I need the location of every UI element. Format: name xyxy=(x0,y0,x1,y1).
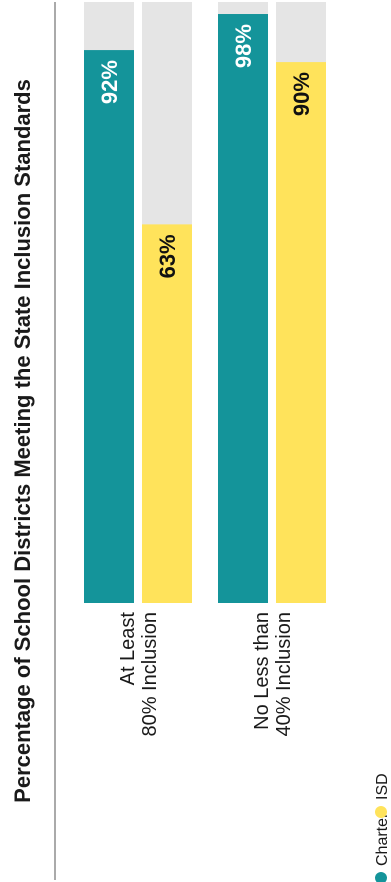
category-label-line1-1: At Least xyxy=(117,612,139,686)
legend-label-charter: Charter xyxy=(374,812,391,866)
data-label-charter-1: 92% xyxy=(97,60,122,104)
chart-title: Percentage of School Districts Meeting t… xyxy=(10,79,35,803)
legend-swatch-charter xyxy=(375,872,387,882)
data-label-isd-1: 63% xyxy=(155,234,180,278)
category-label-line2-2: 40% Inclusion xyxy=(273,612,295,737)
bar-isd-1 xyxy=(142,224,192,603)
category-label-line1-2: No Less than xyxy=(251,612,273,730)
bar-isd-2 xyxy=(276,62,326,604)
data-label-charter-2: 98% xyxy=(231,24,256,68)
legend-swatch-isd xyxy=(375,806,387,818)
data-label-isd-2: 90% xyxy=(289,72,314,116)
legend-label-isd: ISD xyxy=(374,773,391,800)
category-label-line2-1: 80% Inclusion xyxy=(139,612,161,737)
bar-charter-1 xyxy=(84,50,134,603)
labels-layer: 92% 63% At Least 80% Inclusion 98% 90% No Less… xyxy=(97,24,314,737)
bars-layer xyxy=(84,2,326,604)
legend: Charter ISD xyxy=(374,773,391,882)
bar-charter-2 xyxy=(218,14,268,603)
